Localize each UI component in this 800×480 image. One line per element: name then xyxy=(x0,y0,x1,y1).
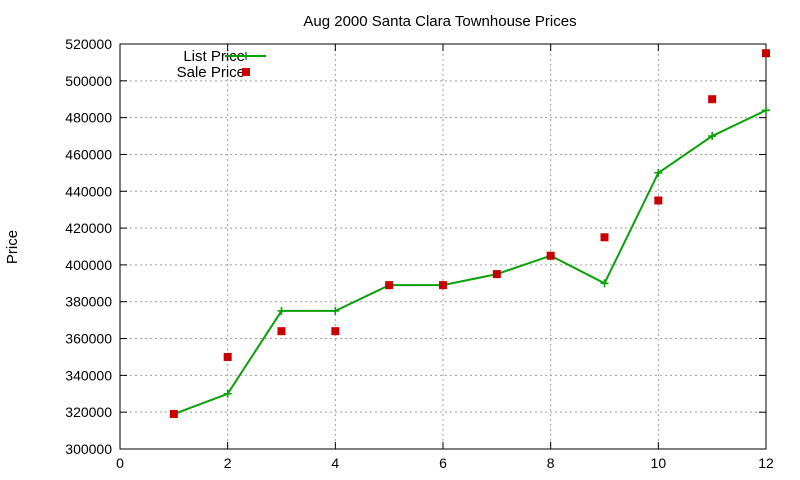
y-tick-label: 500000 xyxy=(65,73,112,89)
axes: 300000 320000 340000 360000 380000 400000 4200… xyxy=(65,36,774,471)
x-tick-label: 12 xyxy=(758,455,774,471)
x-tick-label: 10 xyxy=(651,455,667,471)
y-axis-label: Price xyxy=(4,230,21,264)
plot-frame xyxy=(119,43,767,450)
list-price-point xyxy=(223,389,232,398)
sale-price-point xyxy=(385,281,394,290)
sale-price-point xyxy=(546,251,555,260)
series-line-list-price xyxy=(173,109,767,415)
chart-title: Aug 2000 Santa Clara Townhouse Prices xyxy=(303,13,576,30)
legend-label: Sale Price xyxy=(177,64,245,81)
list-price-point xyxy=(708,132,717,141)
sale-price-point xyxy=(492,270,501,279)
legend-swatch-cross xyxy=(242,52,250,60)
list-price-point xyxy=(654,168,663,177)
x-tick-label: 8 xyxy=(547,455,555,471)
sale-price-point xyxy=(223,352,232,361)
y-tick-label: 360000 xyxy=(65,331,112,347)
list-price-point xyxy=(762,106,770,115)
sale-price-point xyxy=(277,327,286,336)
y-tick-label: 420000 xyxy=(65,220,112,236)
x-tick-label: 0 xyxy=(116,455,124,471)
grid xyxy=(120,44,766,449)
x-tick-label: 4 xyxy=(331,455,339,471)
y-tick-label: 480000 xyxy=(65,110,112,126)
y-tick-label: 520000 xyxy=(65,36,112,52)
sale-price-point xyxy=(600,233,609,242)
sale-price-point xyxy=(762,49,770,58)
sale-price-point xyxy=(654,196,663,205)
sale-price-point xyxy=(331,327,340,336)
y-tick-label: 460000 xyxy=(65,146,112,162)
plot-area xyxy=(169,49,770,419)
x-tick-label: 6 xyxy=(439,455,447,471)
legend-swatch-square xyxy=(242,68,250,76)
legend-label: List Price xyxy=(183,48,245,65)
x-tick-label: 2 xyxy=(224,455,232,471)
list-price-point xyxy=(331,306,340,315)
list-price-point xyxy=(277,306,286,315)
sale-price-point xyxy=(708,95,717,104)
y-tick-label: 380000 xyxy=(65,294,112,310)
y-tick-label: 400000 xyxy=(65,257,112,273)
y-tick-label: 320000 xyxy=(65,404,112,420)
y-tick-label: 440000 xyxy=(65,183,112,199)
sale-price-point xyxy=(169,410,178,419)
list-price-point xyxy=(600,279,609,288)
y-tick-label: 340000 xyxy=(65,367,112,383)
y-tick-label: 300000 xyxy=(65,441,112,457)
sale-price-point xyxy=(439,281,447,290)
